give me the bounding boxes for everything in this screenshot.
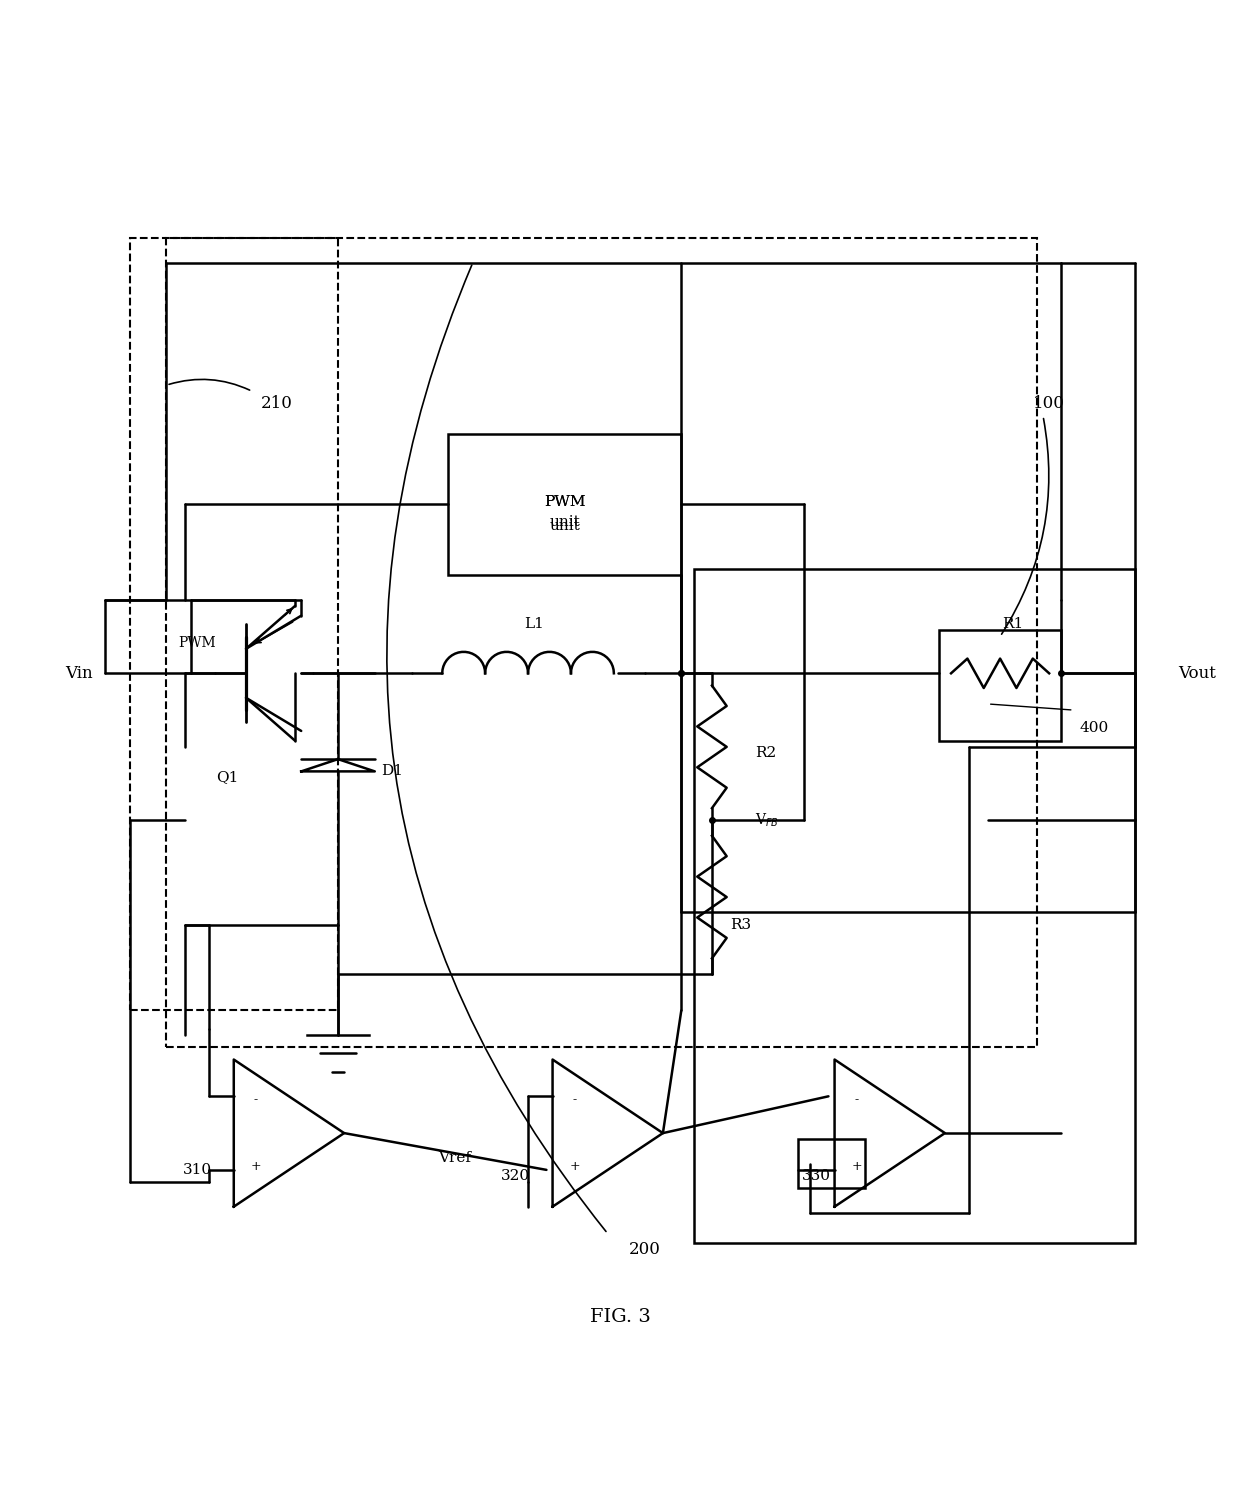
- Text: 100: 100: [1033, 395, 1065, 413]
- Text: Vout: Vout: [1178, 664, 1215, 682]
- Text: L1: L1: [525, 617, 544, 631]
- Text: R1: R1: [1002, 617, 1023, 631]
- Text: Vin: Vin: [66, 664, 93, 682]
- Text: PWM: PWM: [544, 494, 585, 509]
- Text: -: -: [573, 1093, 577, 1107]
- Text: R3: R3: [730, 917, 751, 932]
- Text: D1: D1: [381, 765, 403, 779]
- Bar: [939, 631, 1061, 741]
- Text: 310: 310: [182, 1163, 212, 1176]
- Text: unit: unit: [549, 515, 580, 530]
- Text: 210: 210: [260, 395, 293, 413]
- Bar: [797, 1139, 866, 1188]
- Bar: [449, 434, 681, 575]
- Text: unit: unit: [549, 520, 580, 533]
- Text: +: +: [569, 1160, 580, 1173]
- Text: Vref: Vref: [438, 1151, 471, 1164]
- Text: +: +: [250, 1160, 262, 1173]
- Text: R2: R2: [755, 745, 776, 761]
- Text: 320: 320: [501, 1169, 531, 1184]
- Text: PWM: PWM: [179, 636, 216, 649]
- Bar: [129, 238, 339, 1011]
- Text: 330: 330: [802, 1169, 831, 1184]
- Text: Q1: Q1: [217, 771, 239, 785]
- Text: V$_{FB}$: V$_{FB}$: [755, 812, 779, 830]
- Text: +: +: [852, 1160, 862, 1173]
- Text: 200: 200: [629, 1241, 661, 1258]
- Text: -: -: [854, 1093, 859, 1107]
- Text: -: -: [254, 1093, 258, 1107]
- Text: 400: 400: [1080, 721, 1109, 735]
- Text: PWM: PWM: [544, 494, 585, 509]
- Bar: [166, 238, 1037, 1047]
- Text: FIG. 3: FIG. 3: [589, 1309, 651, 1325]
- Bar: [693, 569, 1135, 1244]
